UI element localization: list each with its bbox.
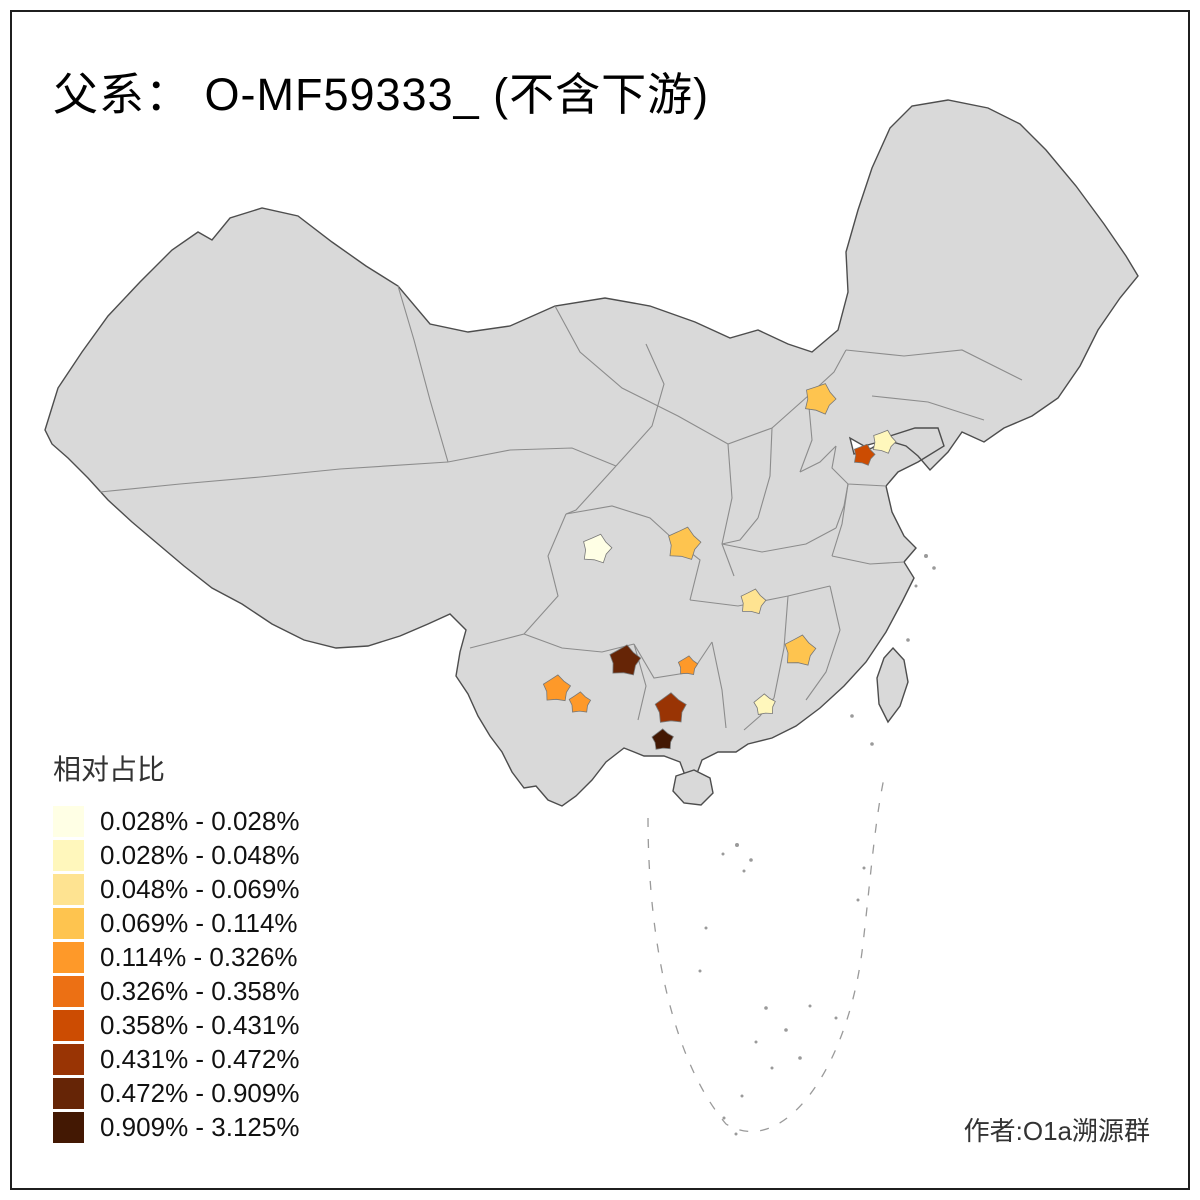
legend-label: 0.431% - 0.472% bbox=[100, 1043, 300, 1074]
taiwan-island bbox=[876, 646, 909, 724]
province-border bbox=[565, 465, 617, 515]
south-china-sea-dashed-line bbox=[647, 777, 885, 1133]
legend-row: 0.358% - 0.431% bbox=[53, 1008, 299, 1042]
province-border bbox=[397, 285, 449, 463]
province-border bbox=[871, 395, 985, 421]
legend: 相对占比 0.028% - 0.028% 0.028% - 0.048% 0.048… bbox=[53, 748, 299, 1144]
province-border bbox=[447, 447, 617, 467]
province-border bbox=[721, 517, 759, 545]
page-title: 父系： O-MF59333_ (不含下游) bbox=[53, 69, 710, 120]
province-border bbox=[633, 641, 713, 679]
map-region-guangxi-central bbox=[654, 692, 687, 723]
map-region-guizhou-east bbox=[677, 655, 699, 675]
province-border bbox=[615, 343, 665, 467]
map-region-yunnan-west bbox=[542, 674, 572, 702]
legend-row: 0.909% - 3.125% bbox=[53, 1110, 299, 1144]
legend-swatch bbox=[53, 873, 84, 905]
legend-swatch bbox=[53, 1043, 84, 1075]
south-china-sea-islands bbox=[698, 554, 936, 1136]
map-region-guizhou-south bbox=[609, 644, 642, 676]
legend-row: 0.048% - 0.069% bbox=[53, 872, 299, 906]
province-borders bbox=[99, 285, 1023, 731]
province-border bbox=[845, 349, 1023, 381]
map-region-guangdong-east bbox=[753, 693, 776, 715]
legend-title: 相对占比 bbox=[53, 754, 166, 785]
legend-swatch bbox=[53, 907, 84, 939]
legend-row: 0.431% - 0.472% bbox=[53, 1042, 299, 1076]
legend-label: 0.028% - 0.048% bbox=[100, 839, 300, 870]
province-border bbox=[721, 443, 735, 577]
legend-swatch bbox=[53, 1111, 84, 1143]
map-region-fujian-west bbox=[784, 634, 817, 666]
legend-swatch bbox=[53, 975, 84, 1007]
province-border bbox=[831, 483, 849, 557]
legend-label: 0.326% - 0.358% bbox=[100, 975, 300, 1006]
legend-label: 0.028% - 0.028% bbox=[100, 805, 300, 836]
legend-swatch bbox=[53, 1009, 84, 1041]
legend-label: 0.069% - 0.114% bbox=[100, 907, 298, 938]
map-region-chengdu-area bbox=[583, 533, 613, 564]
legend-rows: 0.028% - 0.028% 0.028% - 0.048% 0.048% - 0… bbox=[53, 804, 299, 1144]
map-region-shandong-peninsula bbox=[872, 429, 897, 454]
province-border bbox=[721, 527, 837, 553]
legend-label: 0.048% - 0.069% bbox=[100, 873, 300, 904]
legend-label: 0.472% - 0.909% bbox=[100, 1077, 300, 1108]
legend-row: 0.472% - 0.909% bbox=[53, 1076, 299, 1110]
legend-swatch bbox=[53, 839, 84, 871]
attribution: 作者:O1a溯源群 bbox=[963, 1116, 1150, 1146]
province-border bbox=[99, 461, 449, 493]
legend-row: 0.028% - 0.048% bbox=[53, 838, 299, 872]
province-border bbox=[757, 427, 773, 519]
province-border bbox=[469, 513, 567, 649]
province-border bbox=[523, 633, 635, 653]
legend-swatch bbox=[53, 1077, 84, 1109]
map-region-shandong-west bbox=[805, 383, 837, 415]
province-border bbox=[565, 505, 701, 601]
legend-row: 0.069% - 0.114% bbox=[53, 906, 299, 940]
province-border bbox=[799, 395, 813, 473]
map-region-guangxi-south bbox=[651, 728, 674, 750]
map-region-chongqing-area bbox=[668, 526, 702, 560]
legend-row: 0.114% - 0.326% bbox=[53, 940, 299, 974]
legend-label: 0.909% - 3.125% bbox=[100, 1111, 300, 1142]
legend-swatch bbox=[53, 805, 84, 837]
hainan-island bbox=[672, 769, 714, 806]
legend-swatch bbox=[53, 941, 84, 973]
map-region-yunnan-south bbox=[568, 691, 592, 713]
province-border bbox=[831, 555, 905, 565]
highlighted-regions bbox=[542, 383, 897, 750]
province-border bbox=[711, 641, 727, 729]
province-border bbox=[831, 445, 887, 487]
province-border bbox=[773, 595, 789, 699]
province-border bbox=[805, 585, 841, 701]
map-region-hunan-north bbox=[740, 588, 767, 615]
map-region-qingdao-area bbox=[853, 443, 876, 466]
legend-row: 0.028% - 0.028% bbox=[53, 804, 299, 838]
legend-label: 0.114% - 0.326% bbox=[100, 941, 298, 972]
china-mainland-outline bbox=[44, 99, 1139, 807]
province-border bbox=[799, 445, 837, 473]
legend-label: 0.358% - 0.431% bbox=[100, 1009, 300, 1040]
legend-row: 0.326% - 0.358% bbox=[53, 974, 299, 1008]
